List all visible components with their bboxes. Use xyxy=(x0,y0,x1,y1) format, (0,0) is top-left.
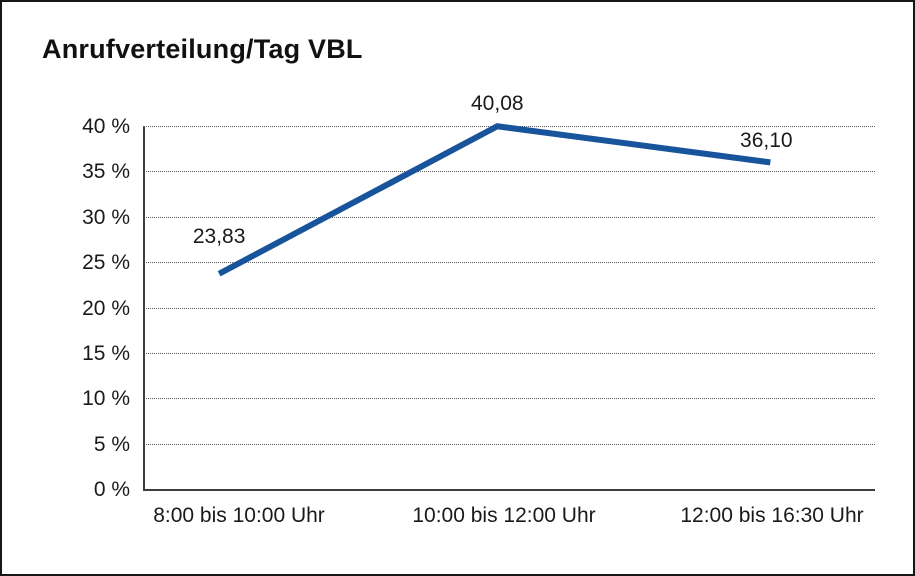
y-axis-tick-label: 15 % xyxy=(82,341,130,365)
gridline xyxy=(143,216,875,218)
y-axis-tick-label: 10 % xyxy=(82,387,130,411)
x-axis-category-label: 12:00 bis 16:30 Uhr xyxy=(680,504,864,527)
gridline xyxy=(143,443,875,445)
y-axis-tick-label: 35 % xyxy=(82,160,130,184)
gridline xyxy=(143,171,875,173)
gridline xyxy=(143,307,875,309)
y-axis-line xyxy=(143,127,145,490)
data-label: 23,83 xyxy=(192,224,246,248)
y-axis-tick-label: 30 % xyxy=(82,205,130,229)
gridline xyxy=(143,262,875,264)
chart-title: Anrufverteilung/Tag VBL xyxy=(42,34,363,64)
y-axis-tick-label: 20 % xyxy=(82,296,130,320)
x-axis-category-label: 10:00 bis 12:00 Uhr xyxy=(412,504,596,527)
data-label: 40,08 xyxy=(471,92,524,116)
data-label: 36,10 xyxy=(740,129,793,153)
x-axis-category-label: 8:00 bis 10:00 Uhr xyxy=(153,504,325,527)
y-axis-tick-label: 5 % xyxy=(93,432,130,456)
gridline xyxy=(143,398,875,400)
y-axis-tick-label: 40 % xyxy=(82,115,130,138)
y-axis-tick-label: 0 % xyxy=(93,478,130,501)
x-axis-line xyxy=(143,489,875,491)
gridline xyxy=(143,352,875,354)
y-axis-tick-label: 25 % xyxy=(82,251,130,275)
gridline xyxy=(143,126,875,127)
